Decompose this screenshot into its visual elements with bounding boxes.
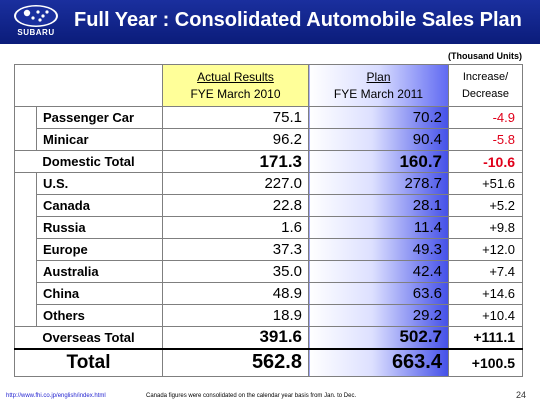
overseas-total-change: +111.1 [448,326,523,349]
plan-value: 28.1 [308,194,449,217]
change-value: +10.4 [448,304,523,327]
plan-header-line2: FYE March 2011 [333,86,424,101]
increase-decrease-header: Increase/ Decrease [448,64,523,107]
actual-value: 1.6 [162,216,309,239]
table-row: Russia 1.6 11.4 +9.8 [15,216,523,239]
change-value: -5.8 [448,128,523,151]
change-value: +51.6 [448,172,523,195]
actual-results-header: Actual Results FYE March 2010 [162,64,309,107]
table-row: Passenger Car 75.1 70.2 -4.9 [14,106,523,151]
plan-value: 42.4 [308,260,449,283]
change-value: +7.4 [448,260,523,283]
plan-value: 70.2 [308,106,449,129]
actual-value: 48.9 [162,282,309,305]
row-label: Russia [36,216,163,239]
change-value: -4.9 [448,106,523,129]
plan-value: 29.2 [308,304,449,327]
actual-value: 37.3 [162,238,309,261]
row-label: U.S. [36,172,163,195]
plan-value: 90.4 [308,128,449,151]
change-value: +12.0 [448,238,523,261]
row-label: Others [36,304,163,327]
table-row: Canada 22.8 28.1 +5.2 [15,194,523,217]
footer-note: Canada figures were consolidated on the … [146,393,357,399]
logo-text: SUBARU [17,28,55,37]
page-number: 24 [515,390,526,400]
actual-value: 96.2 [162,128,309,151]
overseas-total-row: Overseas Total 391.6 502.7 +111.1 [14,326,523,349]
actual-value: 227.0 [162,172,309,195]
actual-header-line2: FYE March 2010 [190,86,281,101]
grand-total-row: Total 562.8 663.4 +100.5 [14,347,523,377]
grand-total-change: +100.5 [448,347,523,377]
table-row: China 48.9 63.6 +14.6 [15,282,523,305]
change-value: +5.2 [448,194,523,217]
row-label: Minicar [36,128,163,151]
actual-value: 35.0 [162,260,309,283]
plan-value: 63.6 [308,282,449,305]
indent-cell [14,172,37,327]
plan-value: 11.4 [308,216,449,239]
overseas-total-plan: 502.7 [308,326,449,349]
plan-header-line1: Plan [366,69,391,84]
domestic-total-row: Domestic Total 171.3 160.7 -10.6 [14,150,523,173]
units-label: (Thousand Units) [448,51,522,61]
table-row: Others 18.9 29.2 +10.4 [15,304,523,327]
row-label: Passenger Car [36,106,163,129]
domestic-total-change: -10.6 [448,150,523,173]
indent-cell [14,106,37,151]
actual-value: 75.1 [162,106,309,129]
row-label: Canada [36,194,163,217]
plan-value: 49.3 [308,238,449,261]
row-label: Europe [36,238,163,261]
inc-header-line2: Decrease [461,87,510,100]
actual-value: 22.8 [162,194,309,217]
inc-header-line1: Increase/ [462,70,509,83]
table-row: U.S. 227.0 278.7 +51.6 [14,172,523,327]
domestic-total-label: Domestic Total [14,150,163,173]
footer-url-link[interactable]: http://www.fhi.co.jp/english/index.html [6,393,106,399]
header-blank-cell [14,64,163,107]
table-row: Europe 37.3 49.3 +12.0 [15,238,523,261]
grand-total-label: Total [14,347,163,377]
overseas-total-actual: 391.6 [162,326,309,349]
actual-header-line1: Actual Results [197,69,274,84]
grand-total-plan: 663.4 [308,347,449,377]
table-row: Minicar 96.2 90.4 -5.8 [15,128,523,151]
plan-header: Plan FYE March 2011 [308,64,449,107]
table-row: Australia 35.0 42.4 +7.4 [15,260,523,283]
actual-value: 18.9 [162,304,309,327]
header-bar: SUBARU Full Year : Consolidated Automobi… [0,0,540,44]
subaru-logo: SUBARU [5,3,67,41]
page-title: Full Year : Consolidated Automobile Sale… [74,9,522,31]
change-value: +14.6 [448,282,523,305]
domestic-total-actual: 171.3 [162,150,309,173]
sales-plan-table: Actual Results FYE March 2010 Plan FYE M… [14,64,523,377]
table-header-row: Actual Results FYE March 2010 Plan FYE M… [14,64,523,107]
row-label: China [36,282,163,305]
subaru-stars-icon [14,5,58,27]
grand-total-actual: 562.8 [162,347,309,377]
domestic-total-plan: 160.7 [308,150,449,173]
plan-value: 278.7 [308,172,449,195]
change-value: +9.8 [448,216,523,239]
row-label: Australia [36,260,163,283]
overseas-total-label: Overseas Total [14,326,163,349]
